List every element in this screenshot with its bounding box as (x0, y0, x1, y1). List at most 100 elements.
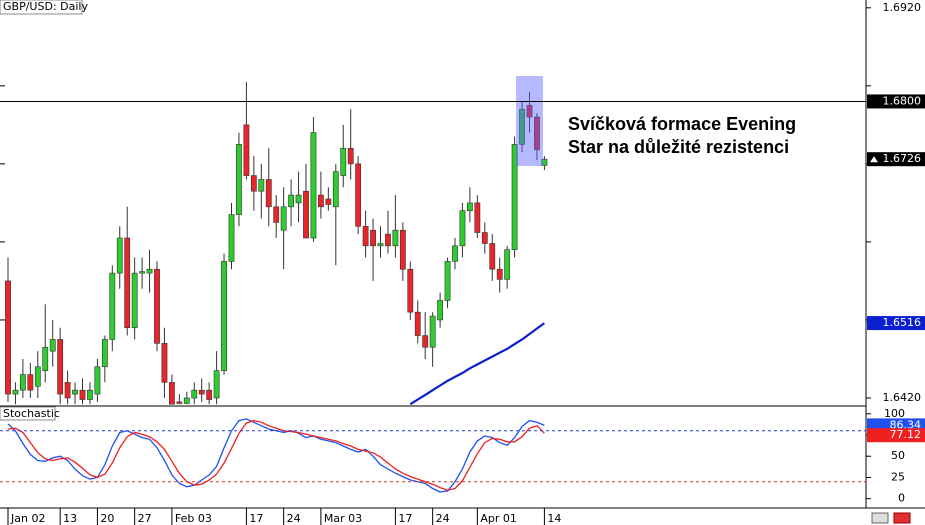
candle-body (250, 175, 257, 192)
candle-body (355, 163, 362, 227)
candle-body (87, 389, 93, 400)
last-price-label: 1.6726 (883, 152, 922, 165)
x-tick-label: 14 (547, 512, 561, 525)
candle-body (340, 147, 347, 176)
candles (5, 81, 548, 405)
indicator-title-box (0, 406, 56, 421)
candle-body (139, 271, 145, 274)
candle-body (206, 389, 213, 400)
candle-body (399, 229, 406, 270)
ma-label-box (867, 316, 925, 331)
candle-body (57, 339, 64, 395)
last-price-label-box (867, 152, 925, 167)
candle-body (228, 214, 235, 262)
candle-body (280, 206, 287, 231)
resistance-label-box (867, 94, 925, 109)
x-tick-label: 24 (287, 512, 301, 525)
candle-body (437, 300, 443, 321)
plot-area (5, 76, 548, 493)
candle-body (534, 116, 540, 151)
candle-body (504, 249, 511, 280)
candle-body (169, 382, 175, 405)
candle-body (72, 389, 78, 395)
candle-body (452, 245, 458, 262)
candle-body (288, 194, 294, 208)
candle-body (191, 389, 198, 399)
candle-body (325, 198, 332, 205)
candle-body (198, 389, 205, 395)
indicator-value-label-box (867, 428, 925, 443)
y-tick-label: 1.6920 (883, 1, 922, 14)
candle-body (310, 132, 317, 239)
candle-body (273, 206, 280, 223)
candle-body (511, 144, 518, 251)
ma-label: 1.6516 (883, 316, 922, 329)
last-price-marker (870, 156, 878, 163)
resistance-label: 1.6800 (883, 94, 922, 107)
candle-body (481, 232, 488, 244)
candle-body (526, 105, 533, 118)
candle-body (213, 370, 220, 399)
candle-body (124, 237, 131, 329)
candle-body (347, 147, 354, 165)
toolbar-icon[interactable] (871, 512, 889, 524)
candle-body (176, 401, 183, 404)
candle-body (459, 210, 466, 247)
y-tick-label: 50 (891, 449, 905, 462)
indicator-title: Stochastic (3, 407, 60, 420)
candle-body (109, 272, 116, 340)
candle-body (422, 335, 429, 348)
candle-body (385, 233, 391, 247)
candle-body (541, 158, 548, 166)
candle-body (295, 194, 302, 204)
x-tick-label: Mar 03 (324, 512, 362, 525)
candle-body (474, 202, 481, 233)
candle-body (64, 382, 71, 399)
candle-body (161, 343, 168, 383)
candle-body (221, 261, 227, 371)
candle-body (19, 374, 26, 391)
candle-body (258, 179, 265, 192)
candle-body (79, 389, 86, 400)
x-tick-label: Feb 03 (175, 512, 212, 525)
x-tick-label: Apr 01 (480, 512, 517, 525)
indicator-value-label: 86.34 (890, 418, 922, 431)
candle-body (101, 339, 108, 368)
y-tick-label: 25 (891, 470, 905, 483)
candle-body (466, 202, 473, 211)
highlight-zone (516, 76, 543, 166)
candle-body (12, 389, 19, 395)
candle-body (34, 366, 41, 387)
candle-body (362, 226, 369, 247)
chart-title: GBP/USD: Daily (3, 0, 88, 13)
candle-body (429, 315, 436, 348)
x-tick-label: 27 (138, 512, 152, 525)
x-tick-label: 24 (436, 512, 450, 525)
candle-body (131, 272, 138, 329)
toolbar-icon[interactable] (893, 512, 911, 524)
candle-body (94, 366, 101, 395)
x-tick-label: 13 (63, 512, 77, 525)
annotation-line: Svíčková formace Evening (568, 114, 796, 134)
candle-body (444, 261, 451, 301)
candle-body (489, 243, 496, 270)
candle-body (407, 268, 414, 313)
candle-body (303, 190, 309, 239)
candle-body (183, 397, 190, 404)
y-tick-label: 1.6420 (883, 391, 922, 404)
indicator-value-label: 77.12 (890, 428, 922, 441)
candle-body (146, 268, 153, 274)
candle-body (49, 339, 56, 352)
x-tick-label: 17 (398, 512, 412, 525)
candle-body (370, 229, 376, 247)
candle-body (236, 144, 242, 215)
title-box (0, 0, 83, 15)
candle-body (496, 268, 503, 280)
candle-body (392, 229, 399, 247)
candle-body (265, 179, 272, 208)
candle-body (154, 268, 160, 344)
y-tick-label: 100 (884, 407, 905, 420)
candle-body (414, 311, 421, 336)
